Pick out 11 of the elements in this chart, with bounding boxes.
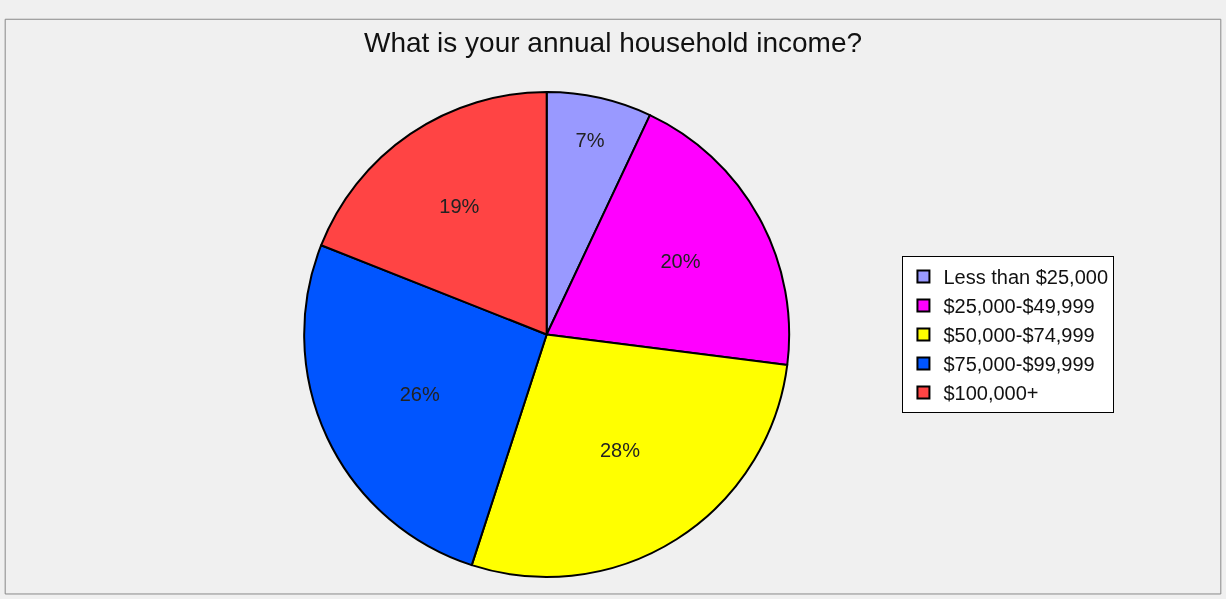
legend-label: $100,000+ xyxy=(943,382,1039,405)
data-label: 28% xyxy=(599,439,641,462)
legend-label: $50,000-$74,999 xyxy=(943,324,1095,347)
data-label: 20% xyxy=(660,249,701,272)
data-label: 7% xyxy=(575,129,605,152)
data-label: 19% xyxy=(439,195,480,218)
chart-title: What is your annual household income? xyxy=(363,26,863,58)
legend-label: $75,000-$99,999 xyxy=(943,353,1095,376)
data-label: 26% xyxy=(399,383,440,406)
legend-label: Less than $25,000 xyxy=(943,266,1109,289)
legend-label: $25,000-$49,999 xyxy=(943,295,1095,318)
